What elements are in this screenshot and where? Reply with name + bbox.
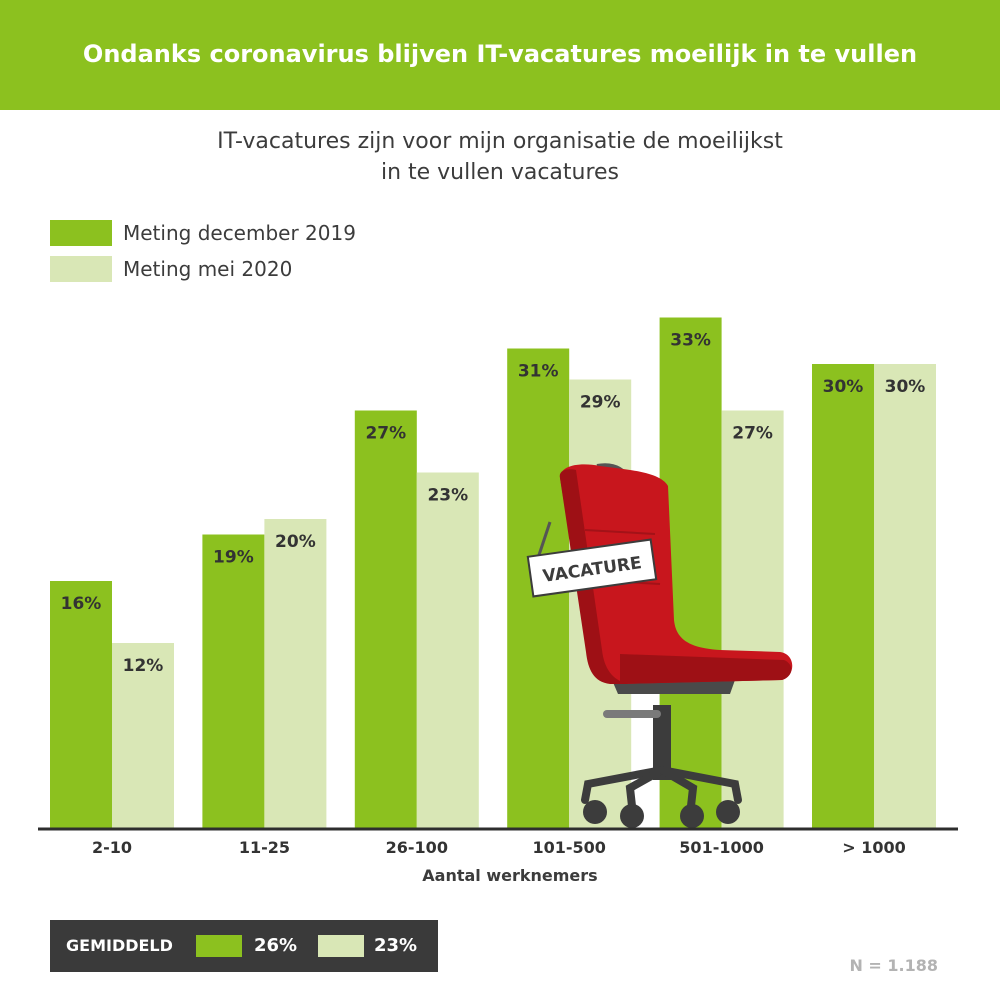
bar-chart: 16% 12% 19% 20% 27% 23% 31% 29% 33% 27% 30% 30% VAC…	[38, 317, 958, 885]
x-axis-label: Aantal werknemers	[422, 866, 597, 885]
legend-swatch-2019	[50, 220, 112, 246]
data-label-2019-3: 31%	[518, 362, 559, 382]
title-banner: Ondanks coronavirus blijven IT-vacatures…	[0, 0, 1000, 110]
bar-2019-1	[202, 534, 265, 829]
x-tick-labels: 2-10 11-25 26-100 101-500 501-1000 > 1000	[92, 838, 906, 857]
average-value-2019: 26%	[254, 935, 298, 956]
office-chair-illustration: VACATURE	[526, 463, 793, 828]
x-tick-label-1: 11-25	[239, 838, 290, 857]
x-tick-label-3: 101-500	[532, 838, 605, 857]
bar-2020-0	[112, 643, 174, 829]
chart-title-line-1: IT-vacatures zijn voor mijn organisatie …	[217, 129, 783, 154]
chart-title: IT-vacatures zijn voor mijn organisatie …	[0, 126, 1000, 188]
bar-2019-5	[812, 364, 874, 829]
data-label-2020-3: 29%	[580, 393, 621, 413]
average-label: GEMIDDELD	[66, 936, 173, 955]
chart-title-line-2: in te vullen vacatures	[380, 160, 620, 185]
sample-size-note: N = 1.188	[849, 956, 938, 975]
data-label-2020-2: 23%	[427, 486, 468, 506]
bars-layer: 16% 12% 19% 20% 27% 23% 31% 29% 33% 27% 30% 30%	[50, 317, 936, 829]
bar-2019-0	[50, 581, 112, 829]
data-label-2019-0: 16%	[61, 594, 102, 614]
bar-2019-2	[354, 410, 417, 829]
x-tick-label-5: > 1000	[842, 838, 906, 857]
bar-2020-4	[721, 410, 784, 829]
legend-swatch-2020	[50, 256, 112, 282]
average-summary: GEMIDDELD 26% 23%	[50, 920, 438, 972]
x-tick-label-2: 26-100	[386, 838, 448, 857]
average-swatch-2019	[196, 935, 242, 957]
average-value-2020: 23%	[374, 935, 418, 956]
data-label-2019-5: 30%	[823, 377, 864, 397]
legend-label-2019: Meting december 2019	[123, 221, 356, 245]
page-title: Ondanks coronavirus blijven IT-vacatures…	[82, 40, 918, 68]
bar-2020-2	[416, 472, 479, 829]
data-label-2020-5: 30%	[885, 377, 926, 397]
data-label-2019-4: 33%	[670, 331, 711, 351]
average-swatch-2020	[318, 935, 364, 957]
bar-2020-1	[264, 519, 327, 829]
data-label-2020-0: 12%	[123, 656, 164, 676]
data-label-2019-2: 27%	[365, 424, 406, 444]
data-label-2020-4: 27%	[732, 424, 773, 444]
bar-2020-5	[874, 364, 936, 829]
legend-label-2020: Meting mei 2020	[123, 257, 293, 281]
data-label-2019-1: 19%	[213, 548, 254, 568]
x-tick-label-4: 501-1000	[679, 838, 764, 857]
x-tick-label-0: 2-10	[92, 838, 132, 857]
data-label-2020-1: 20%	[275, 532, 316, 552]
